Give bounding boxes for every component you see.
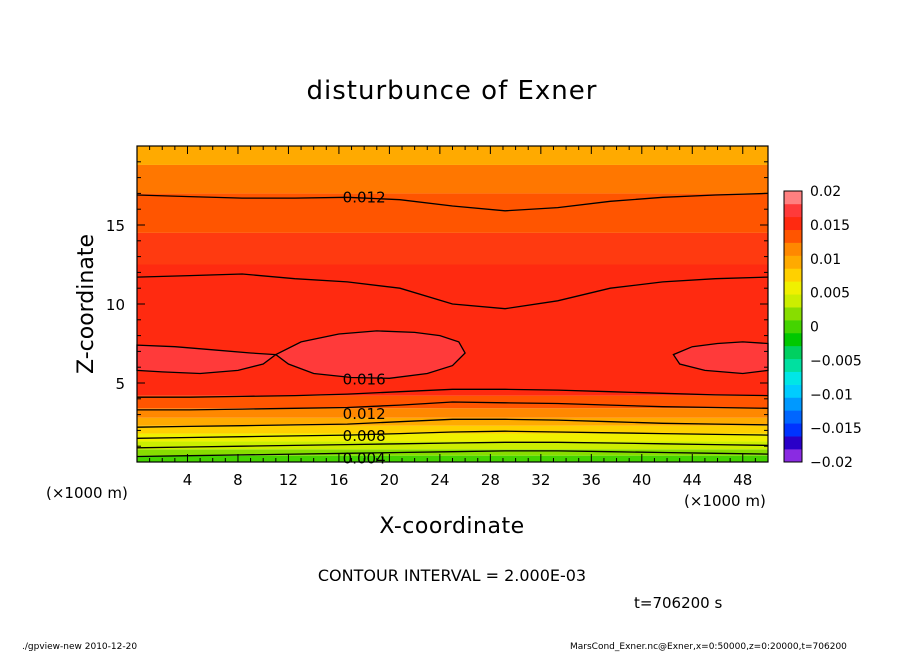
contour-line-4: [137, 401, 769, 411]
colorbar-swatch-20: [784, 191, 802, 205]
colorbar-label-3: 0.005: [810, 286, 850, 302]
x-tick-label-7: 32: [531, 471, 550, 489]
colorbar-swatch-17: [784, 229, 802, 243]
contour-label-4: 0.004: [343, 449, 386, 467]
x-tick-label-8: 36: [582, 471, 601, 489]
fill-band-1: [137, 449, 768, 456]
colorbar-label-5: −0.005: [810, 353, 862, 369]
colorbar-swatch-11: [784, 307, 802, 321]
x-unit-label-right: (×1000 m): [684, 492, 766, 510]
contour-line-6: [136, 273, 769, 310]
contour-line-7: [136, 192, 769, 212]
y-axis-label-group: Z-coordinate: [74, 234, 99, 374]
fill-band-10: [137, 193, 768, 233]
x-tick-label-10: 44: [683, 471, 702, 489]
colorbar-swatch-10: [784, 320, 802, 334]
fill-band-2: [137, 441, 768, 450]
colorbar-swatch-19: [784, 203, 802, 218]
fill-band-5: [137, 417, 768, 426]
colorbar-swatch-7: [784, 358, 802, 372]
contour-label-3: 0.008: [343, 427, 386, 445]
colorbar-label-8: −0.02: [810, 455, 853, 471]
colorbar-swatch-0: [784, 449, 802, 463]
fill-band-11: [137, 164, 768, 194]
contour-label-0: 0.012: [343, 189, 386, 207]
colorbar-swatch-3: [784, 410, 802, 424]
contour-island-0: [136, 330, 466, 379]
colorbar-label-6: −0.01: [810, 387, 853, 403]
contour-labels: 0.012 0.016 0.012 0.008 0.004: [343, 189, 386, 468]
colorbar-label-2: 0.01: [810, 252, 841, 268]
y-tick-label-0: 5: [115, 375, 125, 393]
colorbar-swatch-4: [784, 397, 802, 411]
colorbar-swatch-2: [784, 423, 802, 437]
plot-fill-bands: [137, 146, 768, 462]
x-tick-label-11: 48: [733, 471, 752, 489]
contour-line-1: [136, 441, 769, 449]
contour-line-3: [136, 418, 769, 428]
chart-title: disturbunce of Exner: [306, 76, 598, 106]
x-tick-label-3: 16: [329, 471, 348, 489]
colorbar-label-0: 0.02: [810, 184, 841, 200]
colorbar-swatch-14: [784, 268, 802, 282]
colorbar-swatch-8: [784, 345, 802, 360]
fill-band-3: [137, 433, 768, 442]
colorbar-label-4: 0: [810, 320, 819, 336]
contour-islands: [136, 330, 769, 379]
colorbar-swatch-18: [784, 216, 802, 231]
fill-band-6: [137, 408, 768, 418]
colorbar-swatch-1: [784, 436, 802, 450]
y-tick-label-2: 15: [106, 217, 125, 235]
contour-label-2: 0.012: [343, 405, 386, 423]
time-label: t=706200 s: [634, 594, 723, 612]
colorbar-swatch-15: [784, 255, 802, 269]
colorbar-swatch-12: [784, 294, 802, 308]
y-tick-label-1: 10: [106, 296, 125, 314]
colorbar-swatch-16: [784, 242, 802, 256]
x-axis-label: X-coordinate: [379, 514, 525, 539]
fill-band-12: [137, 146, 768, 165]
contour-interval: CONTOUR INTERVAL = 2.000E-03: [317, 566, 587, 585]
y-axis-label: Z-coordinate: [74, 234, 99, 374]
contour-label-1: 0.016: [343, 370, 386, 388]
colorbar-swatch-5: [784, 384, 802, 398]
fill-band-8: [137, 264, 768, 396]
colorbar-swatch-6: [784, 371, 802, 385]
contour-line-0: [136, 450, 769, 458]
x-tick-label-5: 24: [430, 471, 449, 489]
contour-line-2: [136, 430, 769, 439]
contour-lines: [136, 192, 769, 458]
colorbar: 0.02 0.015 0.01 0.005 0 −0.005 −0.01 −0.015 −0.0…: [783, 184, 862, 471]
colorbar-swatch-9: [784, 332, 802, 347]
x-tick-label-2: 12: [279, 471, 298, 489]
colorbar-frame: [783, 190, 803, 463]
colorbar-label-7: −0.015: [810, 421, 862, 437]
colorbar-label-1: 0.015: [810, 218, 850, 234]
fill-band-9: [137, 232, 768, 265]
contour-island-1: [672, 341, 769, 375]
footer-left: ./gpview-new 2010-12-20: [22, 642, 138, 652]
x-tick-label-6: 28: [481, 471, 500, 489]
x-tick-label-0: 4: [183, 471, 193, 489]
colorbar-swatch-13: [784, 281, 802, 295]
footer-right: MarsCond_Exner.nc@Exner,x=0:50000,z=0:20…: [570, 642, 847, 652]
contour-line-5: [137, 388, 769, 398]
x-tick-label-9: 40: [632, 471, 651, 489]
x-tick-label-4: 20: [380, 471, 399, 489]
fill-band-4: [137, 425, 768, 434]
x-tick-label-1: 8: [233, 471, 243, 489]
x-unit-label-left: (×1000 m): [46, 484, 128, 502]
